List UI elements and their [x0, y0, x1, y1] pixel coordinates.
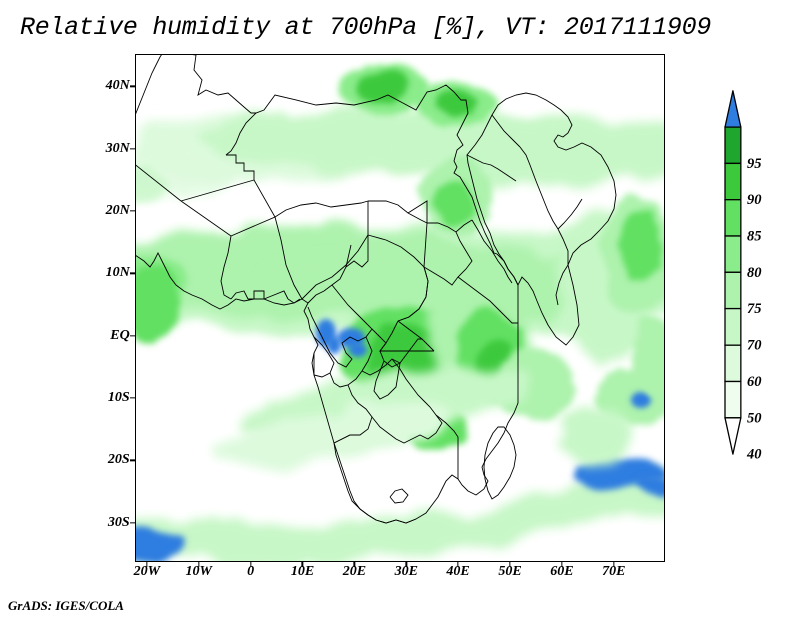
svg-text:70: 70: [747, 338, 762, 354]
svg-text:40: 40: [746, 447, 762, 463]
svg-text:90: 90: [747, 192, 762, 208]
svg-text:80: 80: [747, 265, 762, 281]
svg-text:60: 60: [747, 374, 762, 390]
svg-text:95: 95: [747, 156, 762, 172]
svg-text:75: 75: [747, 301, 762, 317]
svg-text:85: 85: [747, 229, 762, 245]
svg-text:50: 50: [747, 410, 762, 426]
